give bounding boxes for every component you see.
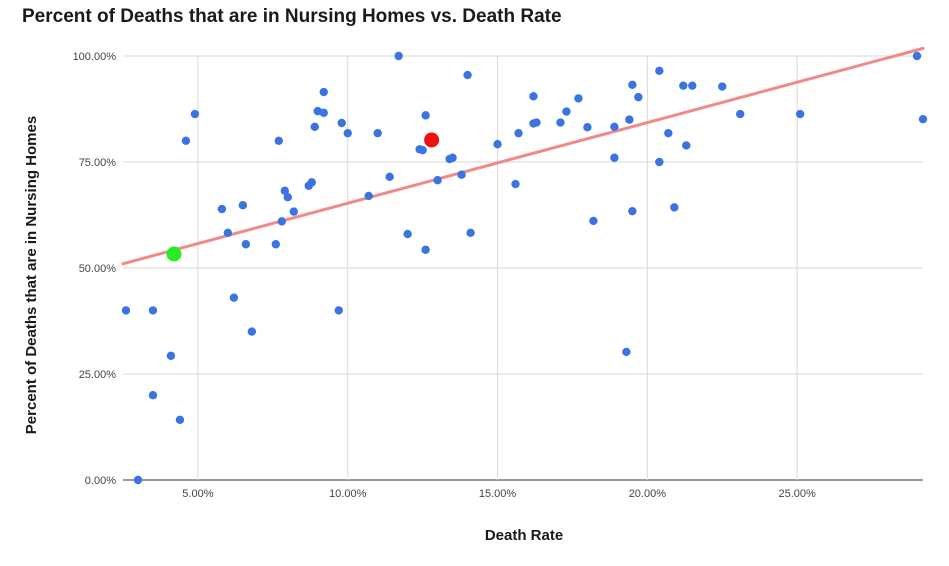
highlight-point [166,246,182,262]
data-point [421,111,430,120]
data-point [622,347,631,357]
data-point [121,306,131,315]
y-tick-labels: 0.00% 25.00% 50.00% 75.00% 100.00% [73,51,117,487]
data-point [736,109,745,119]
data-point [148,391,158,400]
data-point [448,153,457,162]
data-point [556,118,565,127]
data-point [373,128,382,138]
x-tick-label: 10.00% [329,488,367,500]
data-point [148,306,158,315]
data-point [319,87,328,97]
y-tick-label: 75.00% [79,157,117,169]
data-point [511,179,520,189]
data-point [628,206,637,216]
data-point [610,153,619,162]
data-point [238,201,248,210]
x-tick-label: 15.00% [479,488,517,500]
data-point [466,228,475,238]
trendline [121,46,925,266]
data-point [310,122,319,132]
y-tick-label: 0.00% [85,475,116,487]
chart-title: Percent of Deaths that are in Nursing Ho… [22,6,562,27]
data-point [190,109,200,119]
data-point [334,306,343,315]
data-point [574,94,583,103]
data-point [181,136,191,145]
data-point [562,107,571,116]
data-point [688,81,697,90]
data-point [307,178,316,187]
data-point [610,122,619,132]
data-point [364,191,373,201]
data-point [655,157,664,167]
data-point [283,192,292,202]
data-points [121,51,928,485]
data-point [718,82,727,91]
data-point [289,207,298,216]
data-point [628,80,637,90]
data-point [403,229,412,239]
data-point [217,204,227,214]
y-axis-title: Percent of Deaths that are in Nursing Ho… [23,116,40,434]
highlight-point [424,132,440,148]
data-point [274,136,284,145]
data-point [433,176,442,185]
data-point [247,327,257,336]
data-point [583,123,592,132]
data-point [229,293,239,302]
x-tick-labels: 5.00% 10.00% 15.00% 20.00% 25.00% [182,488,816,500]
data-point [166,351,176,360]
data-point [463,70,472,80]
data-point [664,128,673,138]
data-point [493,139,502,149]
data-point [529,92,538,101]
data-point [421,245,430,254]
data-point [271,240,281,249]
data-point [418,145,427,155]
data-point [625,115,634,124]
data-point [514,128,523,138]
x-axis-title: Death Rate [485,527,563,544]
data-point [319,108,328,118]
y-tick-label: 100.00% [73,51,117,63]
data-point [795,109,805,119]
x-tick-label: 5.00% [182,488,213,500]
data-point [532,118,541,127]
data-point [679,81,688,90]
data-point [133,475,143,485]
y-tick-label: 50.00% [79,263,117,275]
data-point [912,51,922,61]
x-tick-label: 20.00% [629,488,667,500]
data-point [634,92,643,102]
highlighted-points [166,132,440,262]
data-point [394,51,403,61]
data-point [223,228,233,238]
data-point [385,172,394,182]
data-point [241,240,251,249]
data-point [175,415,185,424]
y-tick-label: 25.00% [79,369,117,381]
trendline-group [121,46,925,266]
data-point [918,114,928,124]
data-point [655,66,664,76]
data-point [670,203,679,212]
grid-lines [123,55,923,481]
data-point [589,216,598,226]
data-point [337,118,346,128]
data-point [277,217,287,226]
data-point [280,186,289,196]
data-point [457,170,466,179]
data-point [682,141,691,150]
x-tick-label: 25.00% [779,488,817,500]
data-point [343,128,352,138]
